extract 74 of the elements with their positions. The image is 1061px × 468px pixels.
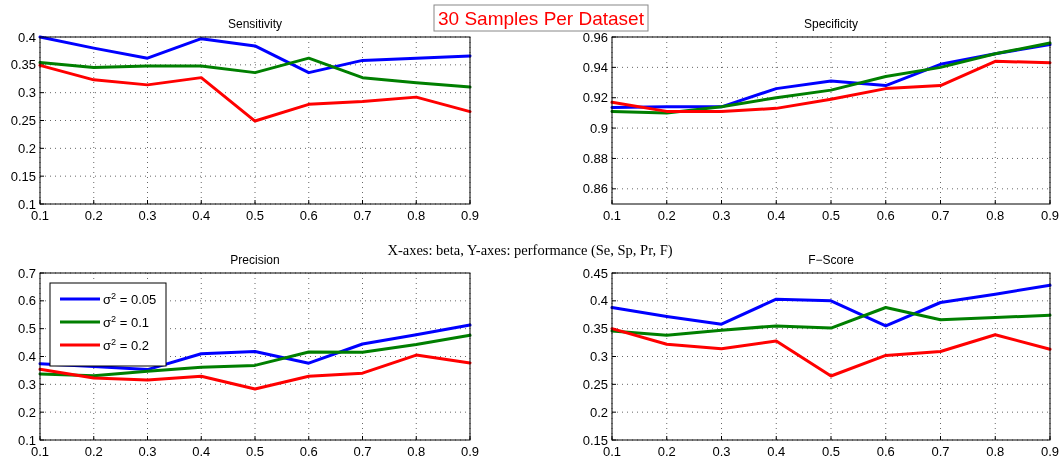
line-series	[610, 327, 1052, 378]
y-tick-label: 0.86	[582, 181, 608, 197]
x-tick-label: 0.4	[192, 208, 211, 223]
y-tick-label: 0.4	[589, 293, 608, 309]
y-tick-label: 0.96	[582, 29, 608, 45]
x-tick-label: 0.6	[299, 208, 318, 223]
x-tick-label: 0.4	[192, 444, 211, 459]
line-series	[38, 353, 472, 391]
x-tick-label: 0.3	[712, 208, 731, 223]
x-tick-label: 0.7	[353, 208, 372, 223]
x-tick-label: 0.2	[84, 444, 103, 459]
y-tick-label: 0.2	[589, 404, 608, 420]
legend-label: σ$^{2}$ = 0.1	[103, 314, 149, 330]
x-tick-label: 0.8	[407, 208, 426, 223]
y-tick-label: 0.9	[589, 120, 608, 136]
x-tick-label: 0.3	[712, 444, 731, 459]
x-tick-label: 0.9	[460, 444, 480, 459]
x-tick-label: 0.9	[1040, 444, 1060, 459]
x-tick-label: 0.2	[84, 208, 103, 223]
y-tick-label: 0.2	[17, 140, 36, 156]
y-tick-label: 0.3	[17, 376, 36, 392]
y-tick-label: 0.35	[10, 57, 36, 73]
chart-title: F−Score	[808, 253, 855, 267]
x-tick-label: 0.1	[602, 208, 622, 223]
x-tick-label: 0.6	[876, 208, 895, 223]
x-tick-label: 0.2	[657, 208, 676, 223]
line-series	[610, 59, 1052, 113]
x-tick-label: 0.3	[138, 208, 157, 223]
x-tick-label: 0.5	[245, 444, 265, 459]
legend-label: σ$^{2}$ = 0.2	[103, 337, 149, 353]
line-series	[38, 56, 472, 89]
x-tick-label: 0.5	[245, 208, 265, 223]
y-tick-label: 0.88	[582, 150, 608, 166]
chart-title: Sensitivity	[227, 17, 283, 31]
line-series	[610, 306, 1052, 337]
x-tick-label: 0.5	[821, 208, 841, 223]
chart-title: Specificity	[803, 17, 859, 31]
x-tick-label: 0.9	[460, 208, 480, 223]
y-tick-label: 0.92	[582, 90, 608, 106]
legend-label: σ$^{2}$ = 0.05	[103, 291, 157, 307]
x-tick-label: 0.8	[986, 444, 1005, 459]
x-tick-label: 0.3	[138, 444, 157, 459]
y-tick-label: 0.6	[17, 293, 36, 309]
y-tick-label: 0.15	[10, 168, 36, 184]
x-tick-label: 0.5	[821, 444, 841, 459]
x-tick-label: 0.8	[407, 444, 426, 459]
chart-title: Precision	[230, 253, 280, 267]
text: 30 Samples Per Dataset	[438, 8, 645, 29]
line-series	[610, 283, 1052, 328]
x-tick-label: 0.4	[767, 208, 786, 223]
line-series	[38, 63, 472, 123]
y-tick-label: 0.35	[582, 321, 608, 337]
y-tick-label: 0.4	[17, 29, 36, 45]
x-tick-label: 0.8	[986, 208, 1005, 223]
x-tick-label: 0.4	[767, 444, 786, 459]
y-tick-label: 0.45	[582, 265, 608, 281]
y-tick-label: 0.5	[17, 321, 36, 337]
y-tick-label: 0.3	[17, 85, 36, 101]
x-tick-label: 0.2	[657, 444, 676, 459]
line-series	[38, 333, 472, 378]
x-tick-label: 0.7	[931, 444, 950, 459]
y-tick-label: 0.7	[17, 265, 36, 281]
x-tick-label: 0.6	[299, 444, 318, 459]
y-tick-label: 0.3	[589, 349, 608, 364]
y-tick-label: 0.2	[17, 404, 36, 420]
y-tick-label: 0.4	[17, 349, 36, 364]
y-tick-label: 0.25	[10, 113, 36, 128]
text: X-axes: beta, Y-axes: performance (Se, Sp, Pr, F)	[387, 242, 673, 259]
x-tick-label: 0.7	[931, 208, 950, 223]
y-tick-label: 0.25	[582, 376, 608, 392]
x-tick-label: 0.7	[353, 444, 372, 459]
y-tick-label: 0.94	[582, 59, 608, 75]
x-tick-label: 0.6	[876, 444, 895, 459]
x-tick-label: 0.9	[1040, 208, 1060, 223]
